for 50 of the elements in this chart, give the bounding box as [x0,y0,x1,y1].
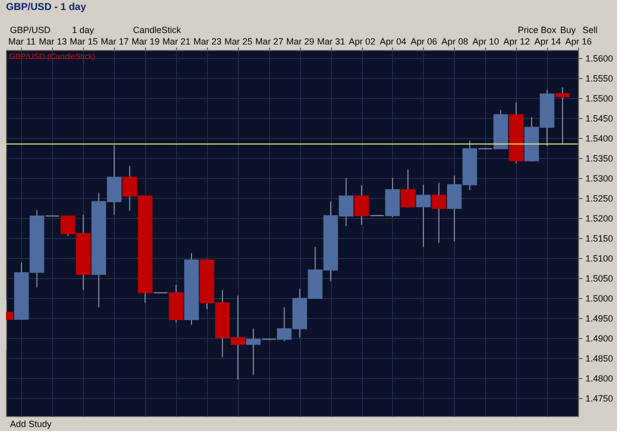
annotation: GBP/USD (CandleStick) [9,52,96,61]
x-tick-label: Mar 11 [8,36,36,46]
candlestick [416,184,431,248]
y-tick-label: 1.5200 [586,214,614,224]
y-tick-label: 1.4900 [586,334,614,344]
y-tick-label: 1.5300 [586,174,614,184]
y-tick-label: 1.5050 [586,274,614,284]
text: Add Study [10,419,52,429]
x-tick-label: Mar 19 [132,36,160,46]
text: Buy [560,25,576,35]
y-tick-label: 1.5150 [586,234,614,244]
y-tick-label: 1.5500 [586,94,614,104]
x-tick-label: Mar 23 [193,36,222,46]
candlestick [555,86,570,144]
candlestick [400,169,416,208]
y-tick-label: 1.5350 [586,154,614,164]
text: Sell [582,25,598,35]
y-tick-label: 1.5000 [586,294,614,304]
y-tick-label: 1.4950 [586,314,614,324]
x-tick-label: Apr 14 [534,36,561,46]
x-tick-label: Apr 12 [503,36,530,46]
x-tick-label: Mar 13 [38,36,67,46]
text: GBP/USD [10,25,52,35]
x-tick-label: Mar 15 [70,36,98,46]
x-tick-label: Mar 25 [224,36,252,46]
text: 1 day [72,25,95,35]
text: Price Box [518,25,557,35]
y-tick-label: 1.5550 [586,74,614,84]
candlestick [432,182,446,244]
text: CandleStick [133,25,182,35]
x-tick-label: Apr 04 [380,36,406,46]
y-tick-label: 1.5600 [586,54,614,64]
x-tick-label: Mar 29 [286,36,314,46]
x-tick-label: Mar 17 [100,36,129,46]
x-tick-label: Mar 21 [162,36,191,46]
y-tick-label: 1.5250 [586,194,614,204]
chart-title: GBP/USD - 1 day [6,2,86,13]
y-tick-label: 1.5400 [586,134,614,144]
x-tick-label: Apr 08 [442,36,468,46]
x-tick-label: Apr 02 [348,36,376,46]
x-tick-label: Apr 06 [410,36,438,46]
y-tick-label: 1.5450 [586,114,614,124]
y-tick-label: 1.4750 [586,394,614,404]
x-tick-label: Apr 16 [565,36,592,46]
x-tick-label: Apr 10 [472,36,500,46]
y-tick-label: 1.4800 [586,374,614,384]
y-tick-label: 1.4850 [586,354,614,364]
x-tick-label: Mar 27 [255,36,284,46]
y-tick-label: 1.5100 [586,254,614,264]
x-tick-label: Mar 31 [317,36,346,46]
